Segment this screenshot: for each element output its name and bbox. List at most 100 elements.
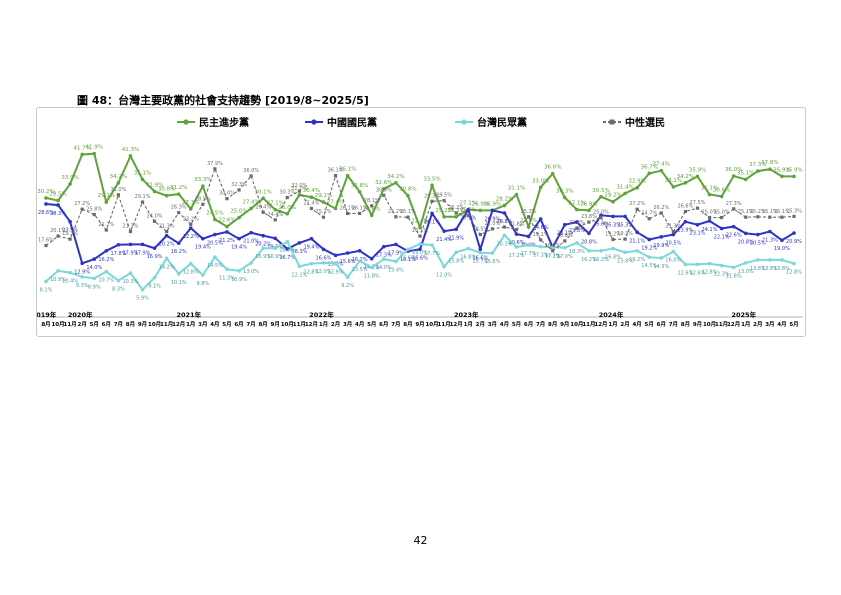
data-label-3-40: 25.2% <box>521 209 537 215</box>
data-label-2-30: 16.6% <box>400 255 416 261</box>
data-label-0-51: 37.4% <box>653 162 670 168</box>
data-label-0-12: 27.3% <box>182 200 199 206</box>
data-point-2-2 <box>68 270 72 275</box>
data-label-1-34: 21.9% <box>448 235 464 241</box>
data-point-3-60 <box>768 215 772 219</box>
data-label-1-30: 16.1% <box>400 257 416 263</box>
data-point-3-43 <box>563 239 567 243</box>
data-point-3-8 <box>140 200 145 204</box>
data-label-2-56: 12.3% <box>714 272 730 278</box>
data-label-3-45: 23.8% <box>581 214 597 220</box>
data-label-0-34: 25.2% <box>447 208 464 214</box>
data-point-2-1 <box>56 269 60 273</box>
data-label-1-42: 17.1% <box>545 253 561 259</box>
year-label-1: 2020年 <box>68 310 93 319</box>
data-point-1-6 <box>116 242 121 247</box>
data-point-2-50 <box>647 255 652 260</box>
legend-marker-1 <box>311 119 317 125</box>
data-label-0-55: 31.1% <box>701 186 718 192</box>
data-label-3-57: 27.3% <box>726 201 742 207</box>
data-point-3-13 <box>201 202 205 206</box>
data-label-0-46: 30.5% <box>592 188 609 194</box>
data-point-0-1 <box>56 198 60 203</box>
data-point-2-62 <box>792 261 796 266</box>
data-label-2-48: 15.8% <box>617 258 633 264</box>
data-label-3-38: 22.5% <box>497 219 513 225</box>
data-point-0-29 <box>394 181 398 185</box>
data-point-1-27 <box>369 256 374 261</box>
data-label-0-43: 30.3% <box>556 189 573 195</box>
data-label-3-3: 27.2% <box>74 201 90 207</box>
data-point-1-41 <box>538 217 543 221</box>
data-point-1-32 <box>430 211 434 216</box>
data-label-3-19: 24.4% <box>267 212 283 218</box>
data-label-1-46: 25.6% <box>593 221 609 227</box>
data-label-2-25: 9.2% <box>341 283 354 289</box>
data-label-3-37: 22.0% <box>484 221 500 227</box>
data-point-0-45 <box>587 208 591 213</box>
data-point-0-13 <box>201 184 205 188</box>
data-point-3-4 <box>92 212 96 217</box>
data-label-2-45: 16.2% <box>581 257 597 263</box>
data-point-0-58 <box>743 177 748 182</box>
year-label-3: 2022年 <box>309 310 334 319</box>
data-label-2-31: 18.0% <box>412 250 428 256</box>
x-tick-label-34: 12月 <box>450 320 463 328</box>
data-label-1-1: 28.3% <box>50 211 66 217</box>
year-label-6: 2025年 <box>731 310 756 319</box>
data-label-3-39: 21.8% <box>509 222 525 228</box>
figure-title: 圖 48：台灣主要政黨的社會支持趨勢 [2019/8~2025/5] <box>77 94 369 107</box>
data-label-3-14: 37.9% <box>207 161 223 167</box>
data-point-0-27 <box>369 213 374 218</box>
data-label-2-23: 13.0% <box>316 269 332 275</box>
data-point-1-7 <box>128 242 133 247</box>
data-label-1-15: 21.2% <box>219 238 235 244</box>
data-point-3-14 <box>213 167 217 171</box>
data-point-0-23 <box>321 200 326 204</box>
x-tick-label-56: 11月 <box>715 320 728 328</box>
data-point-3-58 <box>744 215 748 219</box>
data-label-0-16: 25.0% <box>230 209 247 215</box>
data-label-1-5: 16.2% <box>98 257 114 263</box>
data-point-2-9 <box>152 275 157 280</box>
x-tick-label-38: 4月 <box>500 320 509 328</box>
data-point-3-42 <box>551 249 555 253</box>
data-point-3-52 <box>671 229 675 234</box>
data-label-1-21: 18.3% <box>291 249 307 255</box>
data-point-0-16 <box>237 215 241 220</box>
x-tick-label-52: 7月 <box>669 320 678 328</box>
data-point-0-20 <box>285 211 290 216</box>
data-point-0-51 <box>659 168 664 173</box>
data-label-3-17: 36.0% <box>243 168 259 174</box>
data-label-1-20: 16.7% <box>279 255 295 261</box>
data-point-0-40 <box>526 225 531 229</box>
data-point-2-55 <box>707 261 712 266</box>
data-label-0-37: 26.9% <box>484 201 501 207</box>
data-label-0-44: 27.1% <box>568 201 585 207</box>
x-tick-label-50: 5月 <box>645 320 654 328</box>
data-label-3-7: 21.3% <box>123 224 139 230</box>
data-label-0-31: 22.4% <box>411 218 428 224</box>
data-label-1-59: 20.5% <box>750 241 766 247</box>
data-label-0-4: 41.9% <box>86 145 103 151</box>
data-point-0-2 <box>68 182 72 186</box>
data-point-2-59 <box>756 258 760 262</box>
x-tick-label-9: 10月 <box>148 320 161 328</box>
data-point-0-50 <box>647 171 652 176</box>
data-point-3-29 <box>394 215 398 219</box>
data-label-1-48: 25.3% <box>617 222 633 228</box>
data-label-2-12: 12.8% <box>183 270 199 276</box>
x-tick-label-47: 1月 <box>608 320 617 328</box>
data-point-0-25 <box>345 173 350 178</box>
data-point-3-44 <box>575 226 579 230</box>
data-point-3-11 <box>177 211 181 215</box>
data-point-0-47 <box>611 199 615 204</box>
data-label-1-50: 19.2% <box>641 245 657 251</box>
data-point-1-26 <box>357 249 362 253</box>
data-point-0-19 <box>273 207 278 212</box>
x-tick-label-35: 1月 <box>464 320 473 328</box>
data-label-0-8: 35.1% <box>134 170 151 176</box>
data-point-3-35 <box>466 214 470 218</box>
data-label-0-17: 27.4% <box>242 199 259 205</box>
x-tick-label-25: 3月 <box>343 320 352 328</box>
